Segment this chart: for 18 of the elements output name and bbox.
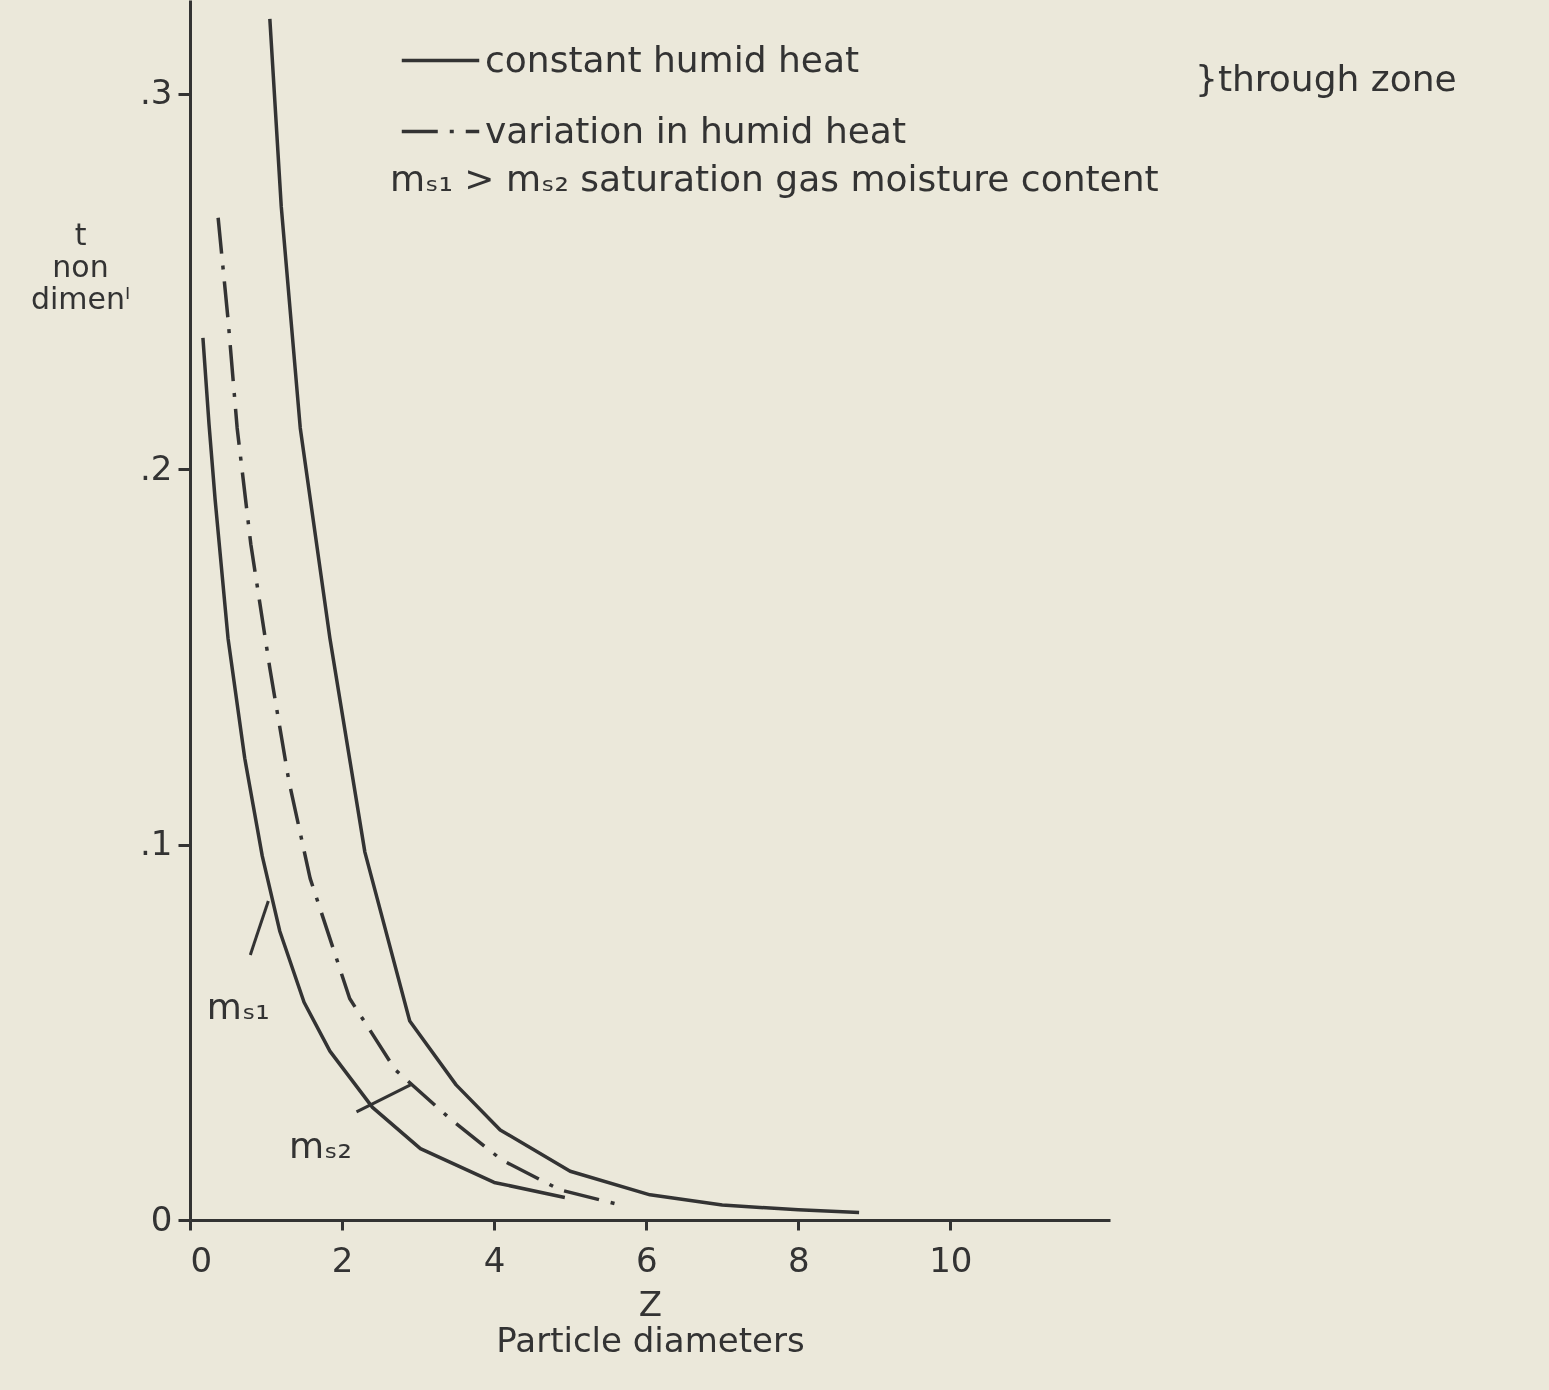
annotation: mₛ₁ > mₛ₂ saturation gas moisture content <box>390 158 1159 199</box>
y-tick-label: .3 <box>140 72 173 113</box>
x-tick-label: 4 <box>483 1239 506 1280</box>
x-tick-label: 0 <box>190 1239 213 1280</box>
x-tick-label: 2 <box>331 1239 354 1280</box>
annotation: mₛ₂ <box>289 1124 352 1166</box>
y-tick-label: .2 <box>140 447 173 488</box>
x-tick-label: 10 <box>929 1239 973 1280</box>
y-tick-label: .1 <box>140 823 173 864</box>
legend-label: constant humid heat <box>485 38 860 80</box>
x-axis-title: Z Particle diameters <box>496 1283 805 1360</box>
annotation: mₛ₁ <box>206 985 270 1027</box>
legend-label: variation in humid heat <box>485 109 907 151</box>
y-tick-label: 0 <box>150 1198 173 1239</box>
x-tick-label: 8 <box>787 1239 810 1280</box>
text: }through zone <box>1195 58 1457 99</box>
x-tick-label: 6 <box>635 1239 658 1280</box>
y-axis-title: t non dimenˡ <box>30 216 131 316</box>
